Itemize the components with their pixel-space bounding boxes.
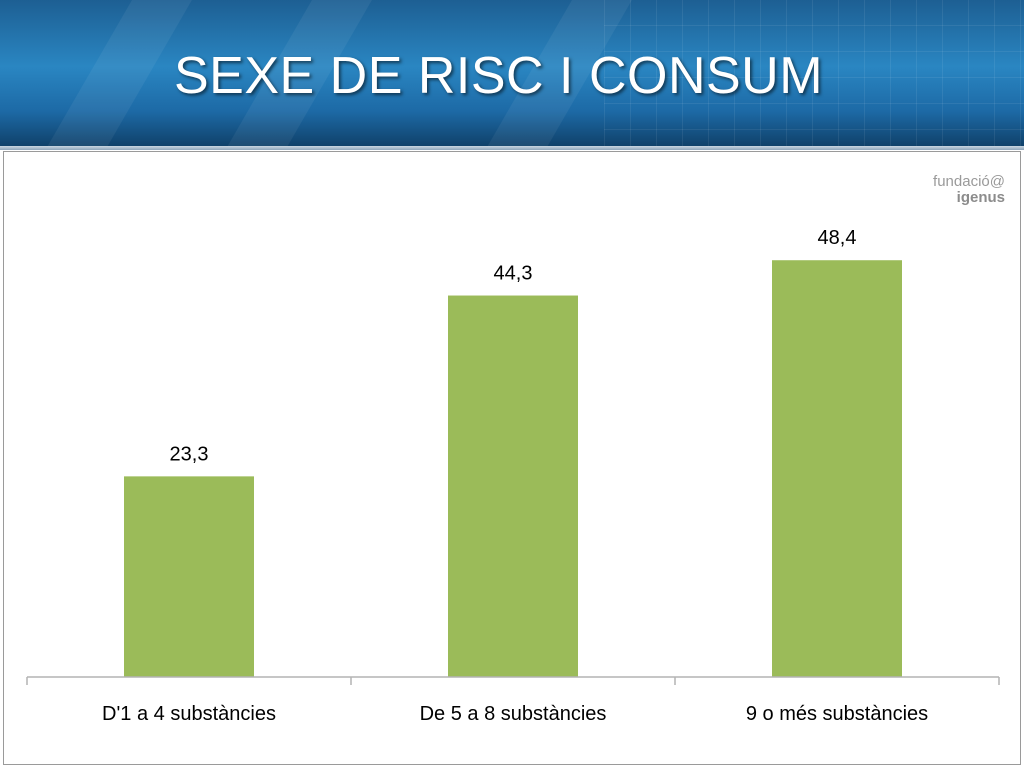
data-label: 23,3 (170, 443, 209, 465)
bar (124, 476, 254, 677)
category-label: 9 o més substàncies (746, 703, 928, 725)
header-grid-pattern (604, 0, 1024, 148)
logo-line-1: fundació@ (933, 173, 1005, 190)
category-label: D'1 a 4 substàncies (102, 703, 276, 725)
bars-group (124, 260, 902, 677)
category-labels-group: D'1 a 4 substàncies De 5 a 8 substàncies 9… (102, 703, 928, 725)
ticks-group (26, 677, 1000, 685)
category-label: De 5 a 8 substàncies (420, 703, 607, 725)
header-divider (0, 146, 1024, 150)
data-label: 48,4 (818, 227, 857, 249)
data-label: 44,3 (494, 263, 533, 285)
data-labels-group: 23,3 44,3 48,4 (170, 227, 857, 465)
slide-header: SEXE DE RISC I CONSUM (0, 0, 1024, 148)
bar (772, 260, 902, 677)
logo-line-2: igenus (956, 189, 1005, 206)
bar (448, 295, 578, 677)
slide-title: SEXE DE RISC I CONSUM (174, 47, 824, 105)
fundacio-igenus-logo: fundació@ igenus (925, 174, 1005, 206)
